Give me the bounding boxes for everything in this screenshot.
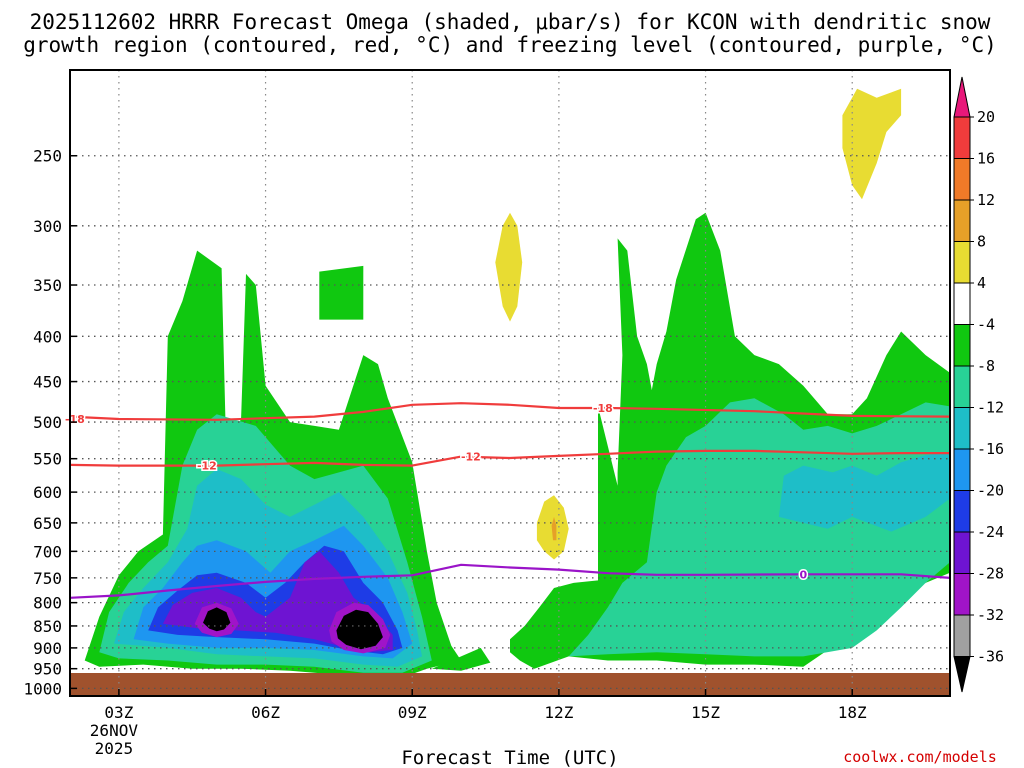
y-tick-label-350: 350 (33, 276, 62, 295)
colorbar-label-9: -20 (977, 482, 1004, 500)
colorbar-label-2: 12 (977, 191, 995, 209)
omega-region-neg36-13 (203, 607, 231, 632)
colorbar-label-0: 20 (977, 108, 995, 126)
x-tick-label-3: 03Z (104, 703, 133, 722)
contour-dendritic-0 (70, 402, 950, 421)
colorbar-label-5: -4 (977, 316, 995, 334)
contour-label-4: 0 (800, 568, 808, 581)
omega-shading (84, 88, 950, 687)
omega-region-neg12-5 (568, 398, 950, 657)
y-tick-label-300: 300 (33, 217, 62, 236)
site-credit: coolwx.com/models (843, 748, 997, 766)
colorbar-label-4: 4 (977, 274, 986, 292)
y-tick-label-400: 400 (33, 327, 62, 346)
colorbar-label-6: -8 (977, 357, 995, 375)
omega-region-4-17 (842, 88, 902, 200)
x-tick-label-15: 15Z (691, 703, 720, 722)
omega-region-8-20 (551, 516, 557, 541)
colorbar-label-3: 8 (977, 233, 986, 251)
omega-region-neg16-7 (778, 451, 950, 532)
x-axis-label: Forecast Time (UTC) (401, 747, 618, 768)
plot-grid (70, 70, 950, 696)
x-tick-year: 2025 (95, 739, 134, 758)
plot-frame (69, 69, 951, 697)
colorbar-band-2 (953, 199, 971, 242)
colorbar-label-8: -16 (977, 440, 1004, 458)
contour-label-0: -18 (65, 413, 85, 426)
y-tick-label-700: 700 (33, 542, 62, 561)
chart-title-line-1: 2025112602 HRRR Forecast Omega (shaded, … (30, 10, 991, 34)
y-tick-label-750: 750 (33, 569, 62, 588)
chart-title-line-2: growth region (contoured, red, °C) and f… (23, 33, 997, 57)
contour-dendritic-1 (70, 449, 950, 467)
y-tick-label-950: 950 (33, 660, 62, 679)
y-tick-label-900: 900 (33, 639, 62, 658)
y-tick-label-550: 550 (33, 450, 62, 469)
colorbar-band-6 (953, 365, 971, 408)
omega-region-neg8-2 (431, 647, 491, 671)
x-tick-label-6: 06Z (251, 703, 280, 722)
colorbar-band-4 (953, 282, 971, 325)
colorbar-band-0 (953, 116, 971, 159)
y-tick-label-1000: 1000 (23, 679, 62, 698)
y-tick-label-650: 650 (33, 514, 62, 533)
colorbar-band-7 (953, 407, 971, 450)
temperature-contours (70, 402, 950, 599)
y-tick-label-450: 450 (33, 373, 62, 392)
colorbar-label-10: -24 (977, 523, 1004, 541)
colorbar-band-1 (953, 158, 971, 201)
ground-surface (70, 673, 950, 696)
colorbar-bottom-arrow (953, 656, 971, 693)
colorbar-band-8 (953, 448, 971, 491)
colorbar-band-11 (953, 573, 971, 616)
contour-label-1: -18 (593, 402, 613, 415)
colorbar-top-arrow (953, 76, 971, 118)
omega-region-neg36-14 (336, 609, 383, 650)
contour-label-2: -12 (197, 460, 217, 473)
colorbar-band-5 (953, 324, 971, 367)
omega-region-neg8-1 (319, 265, 364, 320)
y-tick-label-850: 850 (33, 617, 62, 636)
colorbar-band-9 (953, 490, 971, 533)
x-tick-label-9: 09Z (398, 703, 427, 722)
colorbar-label-11: -28 (977, 565, 1004, 583)
omega-region-4-15 (495, 212, 523, 322)
colorbar: 20 16 12 8 4 -4 -8 -12 -16 -20 -24 -28 -32 -36 (953, 76, 1004, 693)
colorbar-band-10 (953, 531, 971, 574)
colorbar-band-3 (953, 241, 971, 284)
colorbar-band-12 (953, 614, 971, 657)
colorbar-label-13: -36 (977, 648, 1004, 666)
contour-freezing-2 (70, 563, 950, 599)
x-tick-date: 26NOV (90, 721, 139, 740)
y-tick-label-250: 250 (33, 147, 62, 166)
x-tick-label-12: 12Z (544, 703, 573, 722)
y-axis: 250 300 350 400 450 500 550 600 650 700 750 800 850 9… (23, 147, 77, 698)
x-tick-label-18: 18Z (838, 703, 867, 722)
y-tick-label-500: 500 (33, 413, 62, 432)
colorbar-label-1: 16 (977, 150, 995, 168)
contour-label-3: -12 (461, 451, 481, 464)
y-tick-label-600: 600 (33, 483, 62, 502)
colorbar-label-12: -32 (977, 606, 1004, 624)
colorbar-label-7: -12 (977, 399, 1004, 417)
y-tick-label-800: 800 (33, 594, 62, 613)
